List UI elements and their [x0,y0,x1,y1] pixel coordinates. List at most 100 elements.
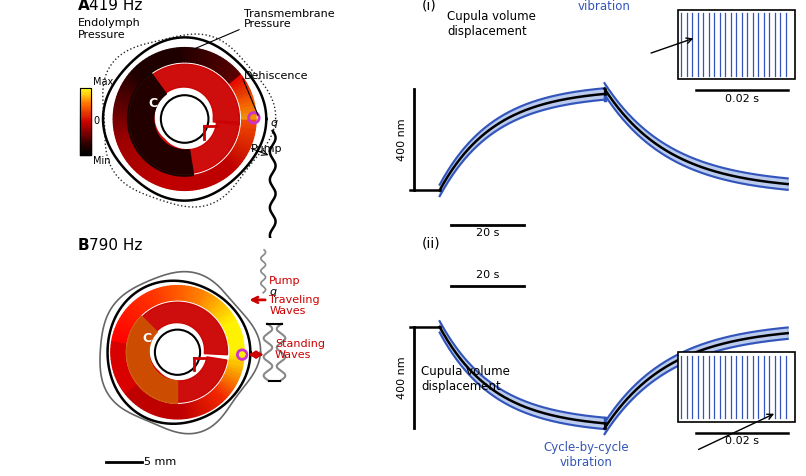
Polygon shape [223,66,235,79]
Polygon shape [208,170,217,184]
Text: 400 nm: 400 nm [397,119,407,161]
Text: Pressure: Pressure [244,20,292,30]
Text: 0: 0 [93,116,99,127]
Polygon shape [217,385,229,397]
Bar [80,92,90,94]
Bar [80,120,90,121]
Polygon shape [240,131,255,138]
Polygon shape [214,387,227,399]
Polygon shape [240,104,256,110]
Polygon shape [229,74,243,85]
Polygon shape [218,383,231,394]
Polygon shape [111,349,125,352]
Bar [80,154,90,155]
Polygon shape [226,328,241,336]
Polygon shape [147,399,156,413]
Polygon shape [233,148,247,158]
Bar [80,152,90,154]
Polygon shape [191,288,198,302]
Polygon shape [233,80,247,90]
Polygon shape [239,97,254,104]
Polygon shape [189,403,195,417]
Polygon shape [189,287,195,302]
Polygon shape [230,345,244,349]
Polygon shape [131,69,144,81]
Polygon shape [137,63,148,77]
Bar [80,145,90,146]
Bar [80,149,90,150]
Bar [80,106,90,107]
Polygon shape [170,175,176,189]
Polygon shape [113,332,127,339]
Polygon shape [151,290,159,305]
Polygon shape [224,374,239,383]
Text: Pump: Pump [269,277,301,287]
Polygon shape [242,119,256,123]
Bar [80,131,90,132]
Polygon shape [229,153,243,164]
Polygon shape [210,55,220,69]
Bar [80,107,90,108]
Polygon shape [120,316,134,326]
Bar [80,96,90,97]
Polygon shape [114,131,130,138]
Polygon shape [131,389,143,402]
Text: C: C [148,97,157,110]
Polygon shape [240,128,256,134]
Polygon shape [154,401,161,416]
Polygon shape [126,385,139,397]
Polygon shape [116,134,131,141]
Bar [80,102,90,104]
Polygon shape [115,371,130,379]
Polygon shape [133,300,144,313]
Bar [80,137,90,138]
Text: Dehiscence: Dehiscence [244,70,309,80]
Polygon shape [117,137,131,145]
Polygon shape [199,291,208,306]
Polygon shape [202,51,210,66]
Polygon shape [181,176,185,190]
Polygon shape [242,115,256,119]
Polygon shape [149,55,159,69]
Text: 790 Hz: 790 Hz [89,238,143,253]
Polygon shape [121,145,135,155]
Polygon shape [226,368,241,376]
Polygon shape [222,319,237,328]
Bar [80,134,90,135]
Text: Cupula volume
displacement: Cupula volume displacement [422,365,510,393]
Bar [80,139,90,140]
Polygon shape [114,128,129,134]
Polygon shape [123,148,137,158]
Polygon shape [141,396,152,410]
Polygon shape [126,307,139,319]
Polygon shape [143,165,153,179]
Polygon shape [226,371,239,379]
Polygon shape [131,157,144,169]
Polygon shape [177,286,181,300]
Bar [80,151,90,152]
Bar [80,142,90,144]
Polygon shape [230,352,244,356]
Polygon shape [229,342,243,347]
Polygon shape [199,399,208,413]
Polygon shape [228,363,243,369]
Polygon shape [123,310,137,321]
Polygon shape [139,297,149,310]
Polygon shape [134,66,147,79]
Polygon shape [139,61,151,75]
Polygon shape [237,139,251,148]
Polygon shape [241,108,256,113]
Polygon shape [111,357,126,363]
Polygon shape [127,74,140,85]
Polygon shape [157,402,164,416]
Polygon shape [170,49,176,63]
Polygon shape [185,176,189,190]
Polygon shape [226,325,239,334]
Text: A: A [77,0,89,12]
Bar [80,135,90,136]
Polygon shape [163,173,170,188]
Text: 419 Hz: 419 Hz [89,0,143,12]
Bar [678,10,795,79]
Bar [80,132,90,134]
Polygon shape [144,397,154,412]
